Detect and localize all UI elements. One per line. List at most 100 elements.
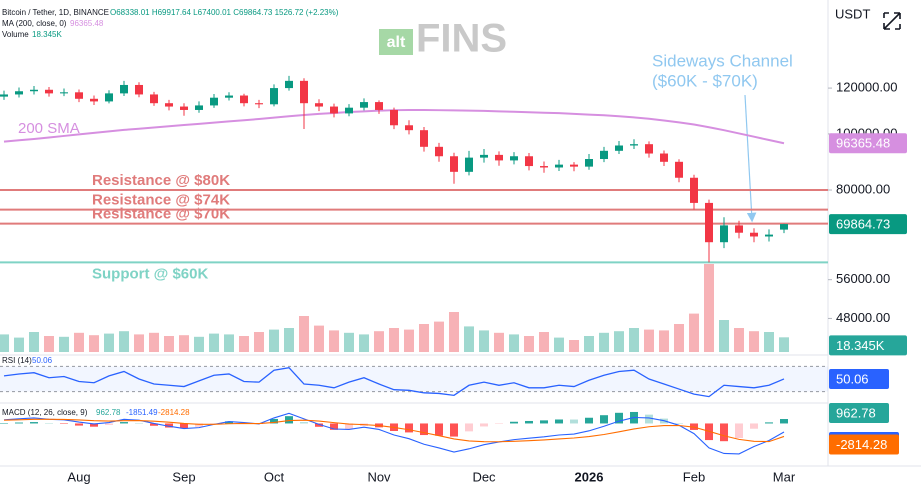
volume-bar bbox=[749, 331, 759, 352]
candle-body bbox=[510, 156, 518, 161]
volume-bar bbox=[329, 330, 339, 352]
candle-body bbox=[585, 159, 593, 167]
macd-histogram-bar bbox=[420, 423, 428, 436]
candle-body bbox=[765, 234, 773, 237]
macd-histogram-bar bbox=[60, 423, 68, 424]
macd-histogram-bar bbox=[480, 423, 488, 427]
macd-legend: MACD (12, 26, close, 9) bbox=[2, 408, 88, 417]
volume-bar bbox=[239, 336, 249, 352]
volume-bar bbox=[74, 332, 84, 352]
value-box-label: 50.06 bbox=[836, 371, 869, 386]
volume-bar bbox=[629, 328, 639, 352]
value-box bbox=[829, 335, 907, 356]
candle-body bbox=[195, 105, 203, 110]
volume-bar bbox=[0, 334, 9, 352]
rsi-legend: RSI (14) bbox=[2, 356, 32, 365]
volume-bar bbox=[554, 337, 564, 352]
annotation-arrow bbox=[744, 94, 757, 223]
volume-bar bbox=[209, 333, 219, 352]
volume-bar bbox=[449, 312, 459, 352]
candle-body bbox=[645, 144, 653, 154]
candle-body bbox=[675, 161, 683, 178]
volume-bar bbox=[119, 331, 129, 352]
x-tick-label: Oct bbox=[264, 469, 285, 484]
x-tick-label: Nov bbox=[367, 469, 391, 484]
volume-bar bbox=[359, 334, 369, 352]
macd-histogram-bar bbox=[570, 419, 578, 424]
currency: USDT bbox=[835, 6, 870, 21]
logo: alt FINS bbox=[379, 17, 507, 61]
volume-bar bbox=[479, 330, 489, 352]
macd-histogram-bar bbox=[465, 423, 473, 432]
candle-body bbox=[720, 225, 728, 243]
volume-bar bbox=[344, 332, 354, 352]
macd-histogram-bar bbox=[615, 412, 623, 424]
volume-bar bbox=[59, 336, 69, 352]
volume-bar bbox=[764, 332, 774, 352]
volume-bar bbox=[89, 335, 99, 352]
candle-body bbox=[120, 84, 128, 94]
value-box-label: 18.345K bbox=[836, 338, 885, 353]
volume-bar bbox=[389, 328, 399, 352]
macd-histogram-bar bbox=[645, 414, 653, 424]
candle-body bbox=[600, 150, 608, 160]
volume-bar bbox=[419, 324, 429, 352]
fullscreen-button[interactable] bbox=[880, 9, 904, 33]
volume-bar bbox=[659, 330, 669, 352]
level-label: Resistance @ $70K bbox=[92, 206, 230, 223]
volume-bar bbox=[584, 336, 594, 352]
candle-body bbox=[30, 89, 38, 92]
candle-body bbox=[540, 166, 548, 168]
volume-bar bbox=[44, 336, 54, 352]
macd-histogram-bar bbox=[75, 423, 83, 426]
annotation-text: ($60K - $70K) bbox=[652, 71, 758, 90]
macd-histogram-bar bbox=[285, 416, 293, 424]
candle-body bbox=[240, 95, 248, 104]
candle-body bbox=[465, 157, 473, 172]
macd-histogram-bar bbox=[555, 419, 563, 424]
candle-body bbox=[780, 224, 788, 230]
macd-histogram-bar bbox=[345, 423, 353, 429]
macd-histogram-bar bbox=[15, 422, 23, 424]
rsi-band-fill bbox=[0, 366, 828, 392]
macd-legend-value: 962.78 bbox=[96, 408, 121, 417]
macd-histogram-bar bbox=[150, 423, 158, 426]
macd-histogram-bar bbox=[735, 423, 743, 438]
macd-histogram-bar bbox=[105, 423, 113, 425]
candle-body bbox=[390, 109, 398, 126]
macd-histogram-bar bbox=[0, 423, 8, 424]
volume-bar bbox=[599, 332, 609, 352]
candle-body bbox=[435, 146, 443, 157]
volume-bar bbox=[494, 332, 504, 352]
volume-bar bbox=[29, 332, 39, 352]
candle-body bbox=[660, 153, 668, 162]
macd-histogram-bar bbox=[405, 423, 413, 433]
x-tick-label: Feb bbox=[683, 469, 705, 484]
macd-histogram-bar bbox=[135, 423, 143, 424]
value-box bbox=[829, 368, 889, 389]
macd-legend-value: -1851.49 bbox=[126, 408, 158, 417]
volume-bar bbox=[434, 321, 444, 352]
candle-body bbox=[480, 154, 488, 158]
macd-histogram-bar bbox=[780, 419, 788, 424]
value-box bbox=[829, 214, 907, 235]
macd-histogram-bar bbox=[315, 423, 323, 427]
volume-bar bbox=[704, 264, 714, 352]
candle-body bbox=[555, 164, 563, 168]
macd-histogram-bar bbox=[585, 417, 593, 424]
candle-body bbox=[750, 232, 758, 237]
ma-annotation: 200 SMA bbox=[18, 120, 80, 137]
value-box-label: -2814.28 bbox=[836, 437, 887, 452]
candle-body bbox=[105, 93, 113, 102]
candle-body bbox=[315, 103, 323, 107]
macd-legend-value: -2814.28 bbox=[158, 408, 190, 417]
macd-histogram-bar bbox=[750, 423, 758, 429]
y-tick-label: 80000.00 bbox=[836, 181, 890, 196]
volume-bar bbox=[779, 337, 789, 352]
level-label: Resistance @ $74K bbox=[92, 192, 230, 209]
rsi-line bbox=[3, 366, 785, 398]
volume-bar bbox=[719, 320, 729, 352]
y-tick-label: 56000.00 bbox=[836, 271, 890, 286]
